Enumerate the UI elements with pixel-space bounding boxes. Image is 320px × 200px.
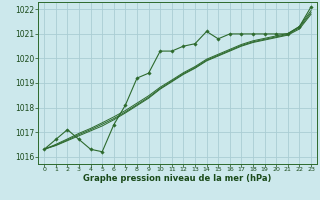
- X-axis label: Graphe pression niveau de la mer (hPa): Graphe pression niveau de la mer (hPa): [84, 174, 272, 183]
